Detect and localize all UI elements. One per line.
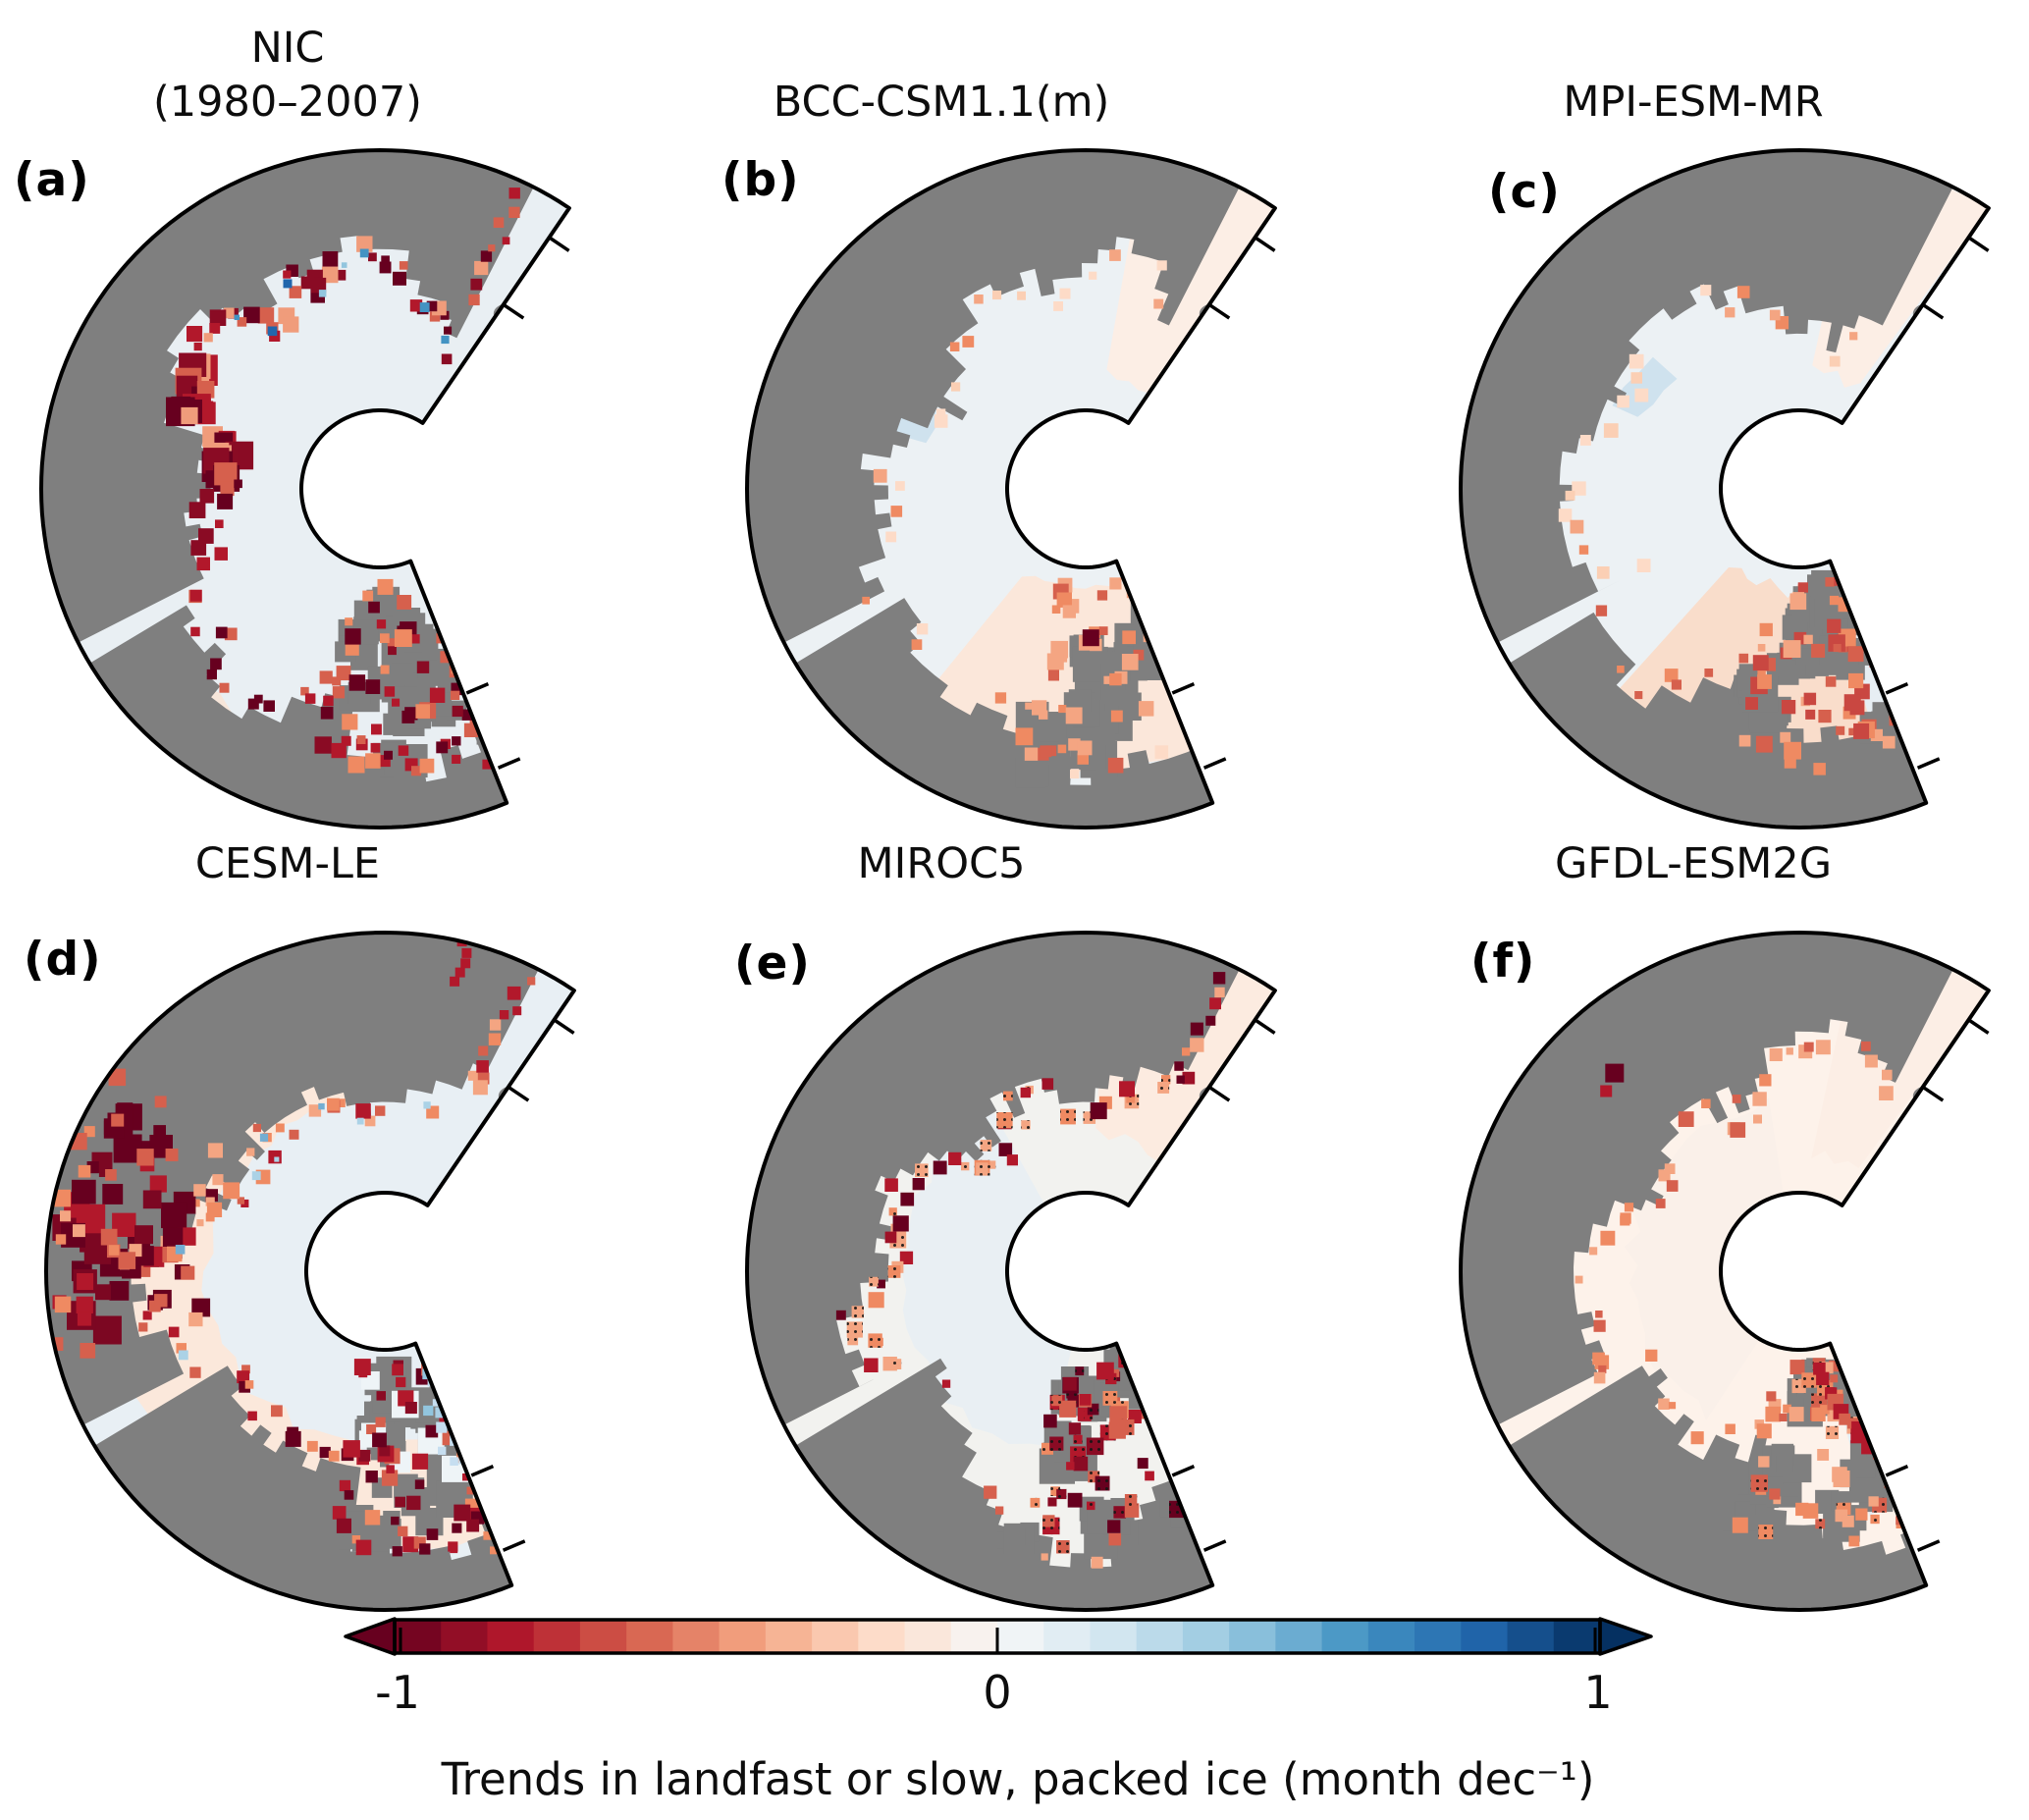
panel-title-c: MPI-ESM-MR — [1369, 4, 2017, 130]
island — [1956, 1053, 1989, 1080]
land-siberia — [1461, 933, 1961, 1433]
map-outline — [1459, 931, 1991, 1612]
colorbar-segment — [765, 1620, 813, 1653]
colorbar-segment — [1321, 1620, 1369, 1653]
colorbar-right-arrow — [1598, 1617, 1653, 1656]
trend-blobs — [1558, 285, 1921, 776]
land-layer — [41, 150, 569, 828]
map-outline — [44, 931, 576, 1612]
panel-label-e: (e) — [734, 937, 811, 990]
colorbar-segment — [533, 1620, 581, 1653]
colorbar-tick-label: 1 — [1583, 1666, 1613, 1719]
colorbar-segment — [997, 1620, 1044, 1653]
map-clip-group — [1461, 933, 1989, 1610]
map-panel-f — [1459, 931, 1991, 1612]
panel-label-c: (c) — [1488, 165, 1561, 219]
colorbar-tick-label: 0 — [983, 1666, 1012, 1719]
land-layer — [1461, 150, 1989, 828]
island — [537, 271, 569, 297]
colorbar-segment — [1553, 1620, 1601, 1653]
panel-title-e: MIROC5 — [617, 830, 1265, 891]
panel-title-line1: NIC — [250, 23, 325, 73]
colorbar-segment — [1415, 1620, 1463, 1653]
map-clip-group — [747, 150, 1275, 828]
colorbar-segment — [487, 1620, 535, 1653]
map-outline — [1459, 148, 1991, 830]
panel-title-line2: (1980–2007) — [153, 77, 422, 127]
colorbar-segment — [441, 1620, 489, 1653]
colorbar-segment — [1182, 1620, 1230, 1653]
colorbar-segment — [626, 1620, 674, 1653]
island — [1243, 1053, 1275, 1080]
colorbar-segment — [858, 1620, 906, 1653]
panel-label-f: (f) — [1470, 935, 1536, 989]
panel-title-line1: MPI-ESM-MR — [1563, 77, 1824, 127]
map-panel-c — [1459, 148, 1991, 830]
panel-title-line1: BCC-CSM1.1(m) — [773, 77, 1110, 127]
panel-label-b: (b) — [721, 153, 800, 207]
colorbar — [334, 1613, 1679, 1664]
panel-title-d: CESM-LE — [0, 830, 612, 891]
latitude-ticks — [1885, 236, 1990, 770]
panel-title-a: NIC (1980–2007) — [0, 4, 612, 130]
land-siberia — [747, 150, 1248, 651]
trend-blobs — [166, 187, 520, 776]
panel-label-a: (a) — [14, 153, 90, 207]
colorbar-segment — [950, 1620, 998, 1653]
colorbar-segment — [1136, 1620, 1184, 1653]
panel-title-line1: MIROC5 — [857, 838, 1026, 888]
trend-blobs — [49, 937, 536, 1557]
island — [542, 1053, 574, 1080]
land-siberia — [747, 933, 1248, 1433]
latitude-ticks — [465, 236, 570, 770]
latitude-ticks — [470, 1018, 575, 1552]
map-clip-group — [747, 933, 1275, 1610]
map-panel-e — [745, 931, 1277, 1612]
colorbar-segment — [1090, 1620, 1138, 1653]
land-siberia — [41, 150, 542, 651]
map-outline — [745, 931, 1277, 1612]
land-siberia — [1461, 150, 1961, 651]
colorbar-svg — [344, 1617, 1653, 1656]
colorbar-segment — [1507, 1620, 1555, 1653]
panel-title-f: GFDL-ESM2G — [1369, 830, 2017, 891]
map-outline — [745, 148, 1277, 830]
colorbar-segment — [1367, 1620, 1415, 1653]
colorbar-caption: Trends in landfast or slow, packed ice (… — [441, 1753, 1595, 1805]
latitude-ticks — [1885, 1018, 1990, 1552]
map-clip-group — [46, 933, 574, 1610]
blue-specks — [234, 248, 450, 345]
colorbar-segment — [1275, 1620, 1323, 1653]
colorbar-segment — [579, 1620, 627, 1653]
panel-title-line1: GFDL-ESM2G — [1554, 838, 1833, 888]
map-clip-group — [41, 150, 569, 828]
land-siberia — [46, 933, 547, 1433]
colorbar-segment — [1229, 1620, 1277, 1653]
panel-title-b: BCC-CSM1.1(m) — [617, 4, 1265, 130]
colorbar-segment — [1461, 1620, 1509, 1653]
colorbar-segment — [395, 1620, 442, 1653]
latitude-ticks — [1171, 1018, 1276, 1552]
land-layer — [747, 150, 1275, 828]
island — [1243, 271, 1275, 297]
island — [1956, 271, 1989, 297]
colorbar-segment — [904, 1620, 952, 1653]
map-clip-group — [1461, 150, 1989, 828]
panel-label-d: (d) — [24, 933, 102, 987]
map-panel-b — [745, 148, 1277, 830]
map-panel-a — [39, 148, 571, 830]
colorbar-segment — [1043, 1620, 1092, 1653]
colorbar-tick-label: -1 — [375, 1666, 420, 1719]
colorbar-left-arrow — [344, 1617, 397, 1656]
colorbar-segment — [672, 1620, 721, 1653]
map-panel-d — [44, 931, 576, 1612]
panel-title-line1: CESM-LE — [194, 838, 381, 888]
map-outline — [39, 148, 571, 830]
latitude-ticks — [1171, 236, 1276, 770]
land-layer — [1461, 933, 1989, 1610]
colorbar-segment — [812, 1620, 860, 1653]
colorbar-segment — [719, 1620, 767, 1653]
